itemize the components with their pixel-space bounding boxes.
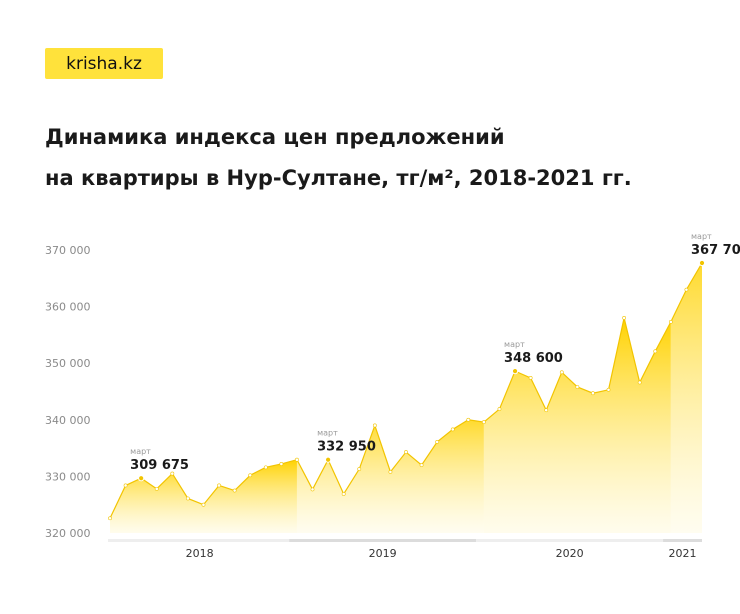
data-point <box>450 427 455 432</box>
data-points <box>108 259 706 521</box>
annotation-month-label: март <box>130 447 151 456</box>
data-point <box>435 439 440 444</box>
annotation-value-label: 348 600 <box>504 351 563 366</box>
area-year-2020 <box>483 317 671 533</box>
year-label: 2020 <box>556 547 584 560</box>
y-tick-label: 360 000 <box>45 301 91 314</box>
data-point <box>310 487 315 492</box>
area-year-2021 <box>670 263 702 533</box>
data-point <box>606 387 611 392</box>
data-point <box>248 473 253 478</box>
data-point <box>481 420 486 424</box>
data-point <box>591 391 595 396</box>
annotation-month-label: март <box>504 340 525 349</box>
title-line-2: на квартиры в Нур-Султане, тг/м², 2018-2… <box>45 166 632 190</box>
data-point <box>357 467 362 471</box>
annotations: март 309 675 март 332 950 март 348 600 март 367… <box>130 232 740 473</box>
year-label: 2018 <box>186 547 214 560</box>
data-point <box>559 370 564 375</box>
x-axis-band <box>476 539 664 542</box>
data-point <box>201 502 206 507</box>
data-point <box>123 483 128 488</box>
x-axis-band <box>663 539 702 542</box>
highlight-point <box>511 368 519 375</box>
data-point <box>575 385 580 389</box>
annotation-month-label: март <box>691 232 712 241</box>
highlight-point <box>698 259 706 267</box>
area-year-2018 <box>110 459 297 533</box>
title-line-1: Динамика индекса цен предложений <box>45 125 505 149</box>
highlight-point <box>325 456 332 463</box>
data-point <box>170 471 175 476</box>
y-tick-label: 370 000 <box>45 244 91 257</box>
x-axis-band <box>289 539 477 542</box>
data-point <box>263 465 268 470</box>
data-point <box>279 462 284 466</box>
data-point <box>544 408 549 413</box>
annotation-value-label: 309 675 <box>130 458 189 473</box>
data-point <box>341 492 346 496</box>
y-tick-label: 320 000 <box>45 527 91 540</box>
highlight-point <box>138 475 145 482</box>
data-point <box>419 463 424 467</box>
data-point <box>637 380 642 385</box>
data-point <box>653 349 658 354</box>
year-label: 2021 <box>669 547 697 560</box>
data-point <box>372 423 377 428</box>
data-point <box>684 287 689 292</box>
data-point <box>668 319 673 324</box>
y-tick-label: 330 000 <box>45 470 91 483</box>
area-year-2019 <box>296 419 484 533</box>
data-point <box>404 450 408 454</box>
data-point <box>466 417 471 422</box>
krisha-logo[interactable]: krisha.kz <box>45 48 163 79</box>
x-axis-band <box>108 539 290 542</box>
y-tick-label: 350 000 <box>45 357 91 370</box>
data-point <box>108 516 112 521</box>
data-point <box>295 457 299 462</box>
data-point <box>217 483 221 488</box>
y-tick-label: 340 000 <box>45 414 91 427</box>
y-axis: 320 000 330 000 340 000 350 000 360 000 370 0… <box>45 244 91 540</box>
data-point <box>497 407 502 411</box>
data-point <box>528 376 533 380</box>
data-point <box>185 496 190 501</box>
logo-text: krisha.kz <box>66 53 142 74</box>
data-point <box>388 469 393 474</box>
x-axis: 2018 2019 2020 2021 <box>108 539 702 560</box>
annotation-value-label: 332 950 <box>317 440 376 455</box>
annotation-value-label: 367 700 <box>691 243 740 258</box>
data-point <box>232 488 237 493</box>
data-point <box>154 486 159 491</box>
year-label: 2019 <box>369 547 397 560</box>
data-point <box>622 316 627 320</box>
area-series <box>109 262 703 533</box>
annotation-month-label: март <box>317 429 338 438</box>
page-title: Динамика индекса цен предложений на квар… <box>45 117 632 199</box>
